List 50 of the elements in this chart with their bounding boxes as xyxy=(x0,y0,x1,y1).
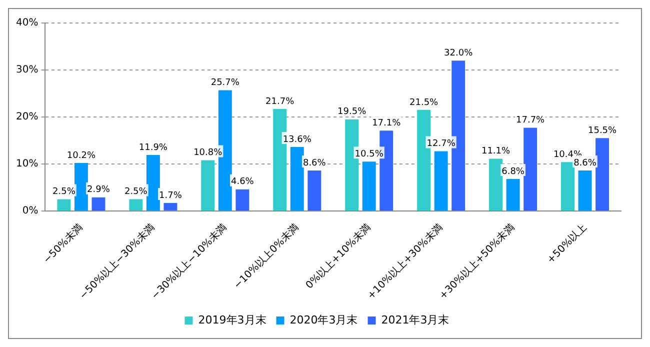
data-label: 2.9% xyxy=(87,185,110,196)
bar xyxy=(164,202,178,210)
y-tick-label: 20% xyxy=(16,112,38,123)
bar xyxy=(561,162,574,210)
data-label: 32.0% xyxy=(444,48,474,58)
data-label: 10.4% xyxy=(553,150,582,160)
bar xyxy=(578,170,592,210)
data-label: 21.7% xyxy=(266,96,295,107)
y-tick-label: 10% xyxy=(16,158,38,170)
bar xyxy=(524,128,538,210)
bar xyxy=(236,189,250,210)
legend-label: 2020年3月末 xyxy=(290,313,358,326)
data-label: 8.6% xyxy=(574,158,597,168)
legend-label: 2021年3月末 xyxy=(381,313,450,326)
bar xyxy=(506,178,520,210)
data-label: 11.1% xyxy=(481,146,511,157)
bar xyxy=(129,199,143,210)
data-label: 6.8% xyxy=(502,166,525,177)
data-label: 19.5% xyxy=(338,107,367,118)
y-tick-label: 0% xyxy=(22,206,38,217)
y-tick-label: 30% xyxy=(16,64,38,76)
data-label: 13.6% xyxy=(282,134,312,145)
data-label: 10.8% xyxy=(194,148,223,158)
bar xyxy=(57,199,71,210)
y-tick-label: 40% xyxy=(16,18,38,29)
data-label: 15.5% xyxy=(588,126,618,136)
bar xyxy=(146,155,160,210)
legend-label: 2019年3月末 xyxy=(198,313,266,326)
data-label: 4.6% xyxy=(230,177,254,188)
data-label: 17.1% xyxy=(372,118,402,128)
data-label: 17.7% xyxy=(516,116,546,126)
bar xyxy=(596,138,610,210)
data-label: 1.7% xyxy=(159,190,182,201)
data-label: 12.7% xyxy=(426,139,456,150)
bar xyxy=(308,170,322,210)
bar xyxy=(434,151,448,210)
data-label: 2.5% xyxy=(124,187,148,198)
data-label: 8.6% xyxy=(302,158,326,168)
bar xyxy=(489,158,503,210)
data-label: 11.9% xyxy=(138,142,168,153)
data-label: 2.5% xyxy=(52,187,76,198)
bar xyxy=(362,162,376,210)
data-label: 10.2% xyxy=(66,150,96,161)
bar xyxy=(201,160,215,210)
data-label: 10.5% xyxy=(354,149,384,160)
data-label: 25.7% xyxy=(210,78,240,88)
bar xyxy=(290,147,304,210)
data-label: 21.5% xyxy=(410,98,439,108)
bar xyxy=(74,163,88,210)
bar xyxy=(92,197,106,210)
